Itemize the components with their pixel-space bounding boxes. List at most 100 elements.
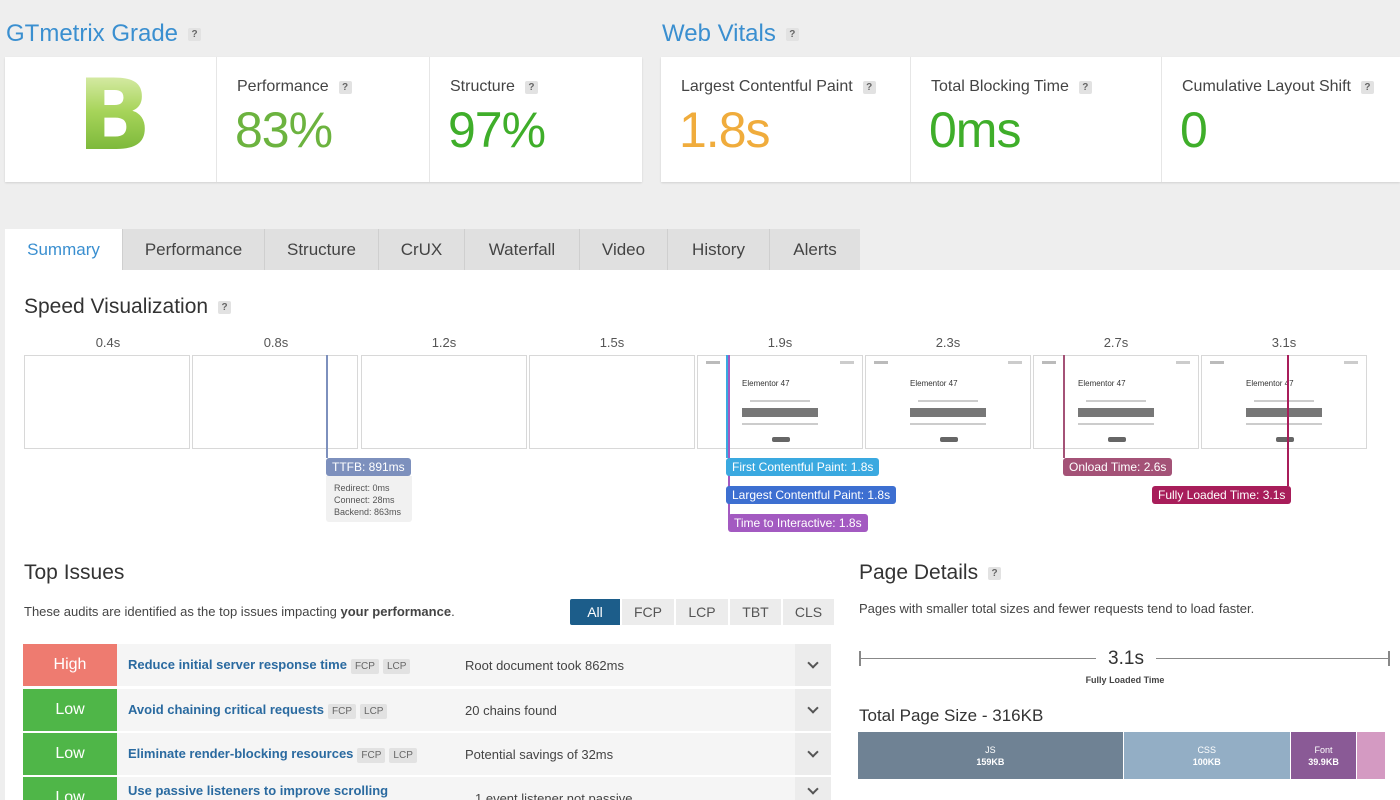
tab-history[interactable]: History — [668, 229, 770, 270]
frame-title: Elementor 47 — [1078, 379, 1126, 388]
help-icon[interactable]: ? — [218, 300, 232, 314]
filter-lcp-button[interactable]: LCP — [676, 599, 728, 625]
timeline-rule — [860, 658, 1096, 659]
fully-loaded-value: 3.1s — [1108, 648, 1144, 669]
size-segment-font[interactable]: Font 39.9KB — [1290, 732, 1358, 779]
filmstrip-frame[interactable]: Elementor 47 — [697, 355, 863, 449]
size-segment-js[interactable]: JS 159KB — [858, 732, 1124, 779]
ttfb-breakdown: Redirect: 0ms Connect: 28ms Backend: 863… — [326, 476, 412, 522]
timeline-end-cap — [1388, 651, 1390, 666]
filmstrip-frame[interactable] — [529, 355, 695, 449]
help-icon[interactable]: ? — [1078, 80, 1092, 94]
grade-letter: B — [77, 59, 152, 173]
issue-row[interactable]: Low Use passive listeners to improve scr… — [23, 777, 831, 800]
web-vitals-card: Largest Contentful Paint ? 1.8s Total Bl… — [661, 57, 1400, 182]
timeline-tick: 3.1s — [1271, 335, 1297, 350]
ttfb-marker[interactable]: TTFB: 891ms — [326, 458, 411, 476]
severity-badge: Low — [23, 777, 117, 800]
expand-chevron-icon[interactable] — [795, 733, 831, 775]
tab-crux[interactable]: CrUX — [379, 229, 465, 270]
frame-price-bar — [910, 408, 986, 417]
filter-all-button[interactable]: All — [570, 599, 620, 625]
timeline-tick: 0.8s — [263, 335, 289, 350]
tab-summary[interactable]: Summary — [5, 229, 123, 270]
fully-loaded-line — [1287, 355, 1289, 486]
tab-structure[interactable]: Structure — [265, 229, 379, 270]
frame-title: Elementor 47 — [1246, 379, 1294, 388]
issue-title[interactable]: Eliminate render-blocking resources FCP LC… — [128, 746, 417, 763]
tab-alerts[interactable]: Alerts — [770, 229, 860, 270]
frame-text-line — [1086, 400, 1146, 402]
cls-label: Cumulative Layout Shift ? — [1182, 78, 1374, 96]
issue-row[interactable]: Low Eliminate render-blocking resources F… — [23, 733, 831, 775]
issue-title[interactable]: Avoid chaining critical requests FCP LCP — [128, 702, 388, 719]
issue-title[interactable]: Reduce initial server response time FCP LC… — [128, 657, 411, 674]
tab-performance[interactable]: Performance — [123, 229, 265, 270]
frame-text-line — [1078, 423, 1154, 425]
fully-loaded-marker[interactable]: Fully Loaded Time: 3.1s — [1152, 486, 1292, 504]
page-details-description: Pages with smaller total sizes and fewer… — [859, 601, 1255, 616]
fcp-marker[interactable]: First Contentful Paint: 1.8s — [726, 458, 880, 476]
frame-button — [940, 437, 958, 442]
timeline-tick: 0.4s — [95, 335, 121, 350]
expand-chevron-icon[interactable] — [795, 777, 831, 800]
issue-finding: Potential savings of 32ms — [465, 746, 614, 762]
issue-row[interactable]: Low Avoid chaining critical requests FCP L… — [23, 689, 831, 731]
filmstrip-frame[interactable] — [361, 355, 527, 449]
timeline-tick: 2.7s — [1103, 335, 1129, 350]
ttfb-line — [326, 355, 328, 458]
help-icon[interactable]: ? — [338, 80, 352, 94]
filmstrip-frame[interactable]: Elementor 47 — [1201, 355, 1367, 449]
severity-badge: High — [23, 644, 117, 686]
filmstrip-frame[interactable]: Elementor 47 — [1033, 355, 1199, 449]
help-icon[interactable]: ? — [188, 27, 202, 41]
grade-cell: B — [5, 57, 217, 182]
tbt-label: Total Blocking Time ? — [931, 78, 1092, 96]
frame-text-line — [742, 423, 818, 425]
filter-fcp-button[interactable]: FCP — [622, 599, 674, 625]
filter-tbt-button[interactable]: TBT — [730, 599, 781, 625]
metric-tag: FCP — [350, 658, 379, 674]
tab-waterfall[interactable]: Waterfall — [465, 229, 580, 270]
ttfb-connect: Connect: 28ms — [334, 495, 395, 505]
lcp-marker[interactable]: Largest Contentful Paint: 1.8s — [726, 486, 897, 504]
filmstrip-frame[interactable] — [192, 355, 358, 449]
frame-text-line — [910, 423, 986, 425]
onload-marker[interactable]: Onload Time: 2.6s — [1063, 458, 1173, 476]
help-icon[interactable]: ? — [524, 80, 538, 94]
frame-price-bar — [1078, 408, 1154, 417]
help-icon[interactable]: ? — [785, 27, 799, 41]
frame-logo — [706, 361, 720, 364]
frame-text-line — [1246, 423, 1322, 425]
tab-video[interactable]: Video — [580, 229, 668, 270]
tti-marker[interactable]: Time to Interactive: 1.8s — [728, 514, 868, 532]
frame-price-bar — [1246, 408, 1322, 417]
expand-chevron-icon[interactable] — [795, 644, 831, 686]
top-issues-heading: Top Issues — [24, 561, 125, 584]
page-size-bar: JS 159KB CSS 100KB Font 39.9KB — [858, 732, 1386, 779]
frame-nav — [1344, 361, 1358, 364]
severity-badge: Low — [23, 689, 117, 731]
web-vitals-heading: Web Vitals ? — [662, 20, 799, 48]
ttfb-redirect: Redirect: 0ms — [334, 483, 390, 493]
timeline-rule — [1156, 658, 1389, 659]
size-segment-other[interactable] — [1357, 732, 1386, 779]
filmstrip-frame[interactable] — [24, 355, 190, 449]
help-icon[interactable]: ? — [988, 566, 1002, 580]
frame-nav — [1176, 361, 1190, 364]
top-issues-description: These audits are identified as the top i… — [24, 604, 455, 619]
frame-text-line — [750, 400, 810, 402]
issue-row[interactable]: High Reduce initial server response time… — [23, 644, 831, 686]
filmstrip-frame[interactable]: Elementor 47 — [865, 355, 1031, 449]
frame-logo — [1042, 361, 1056, 364]
issue-title[interactable]: Use passive listeners to improve scrolli… — [128, 783, 389, 798]
size-segment-css[interactable]: CSS 100KB — [1123, 732, 1291, 779]
tbt-value: 0ms — [929, 102, 1021, 158]
help-icon[interactable]: ? — [1360, 80, 1374, 94]
speed-visualization-heading: Speed Visualization ? — [24, 295, 232, 319]
frame-logo — [1210, 361, 1224, 364]
lcp-label: Largest Contentful Paint ? — [681, 78, 876, 96]
filter-cls-button[interactable]: CLS — [783, 599, 834, 625]
expand-chevron-icon[interactable] — [795, 689, 831, 731]
help-icon[interactable]: ? — [862, 80, 876, 94]
